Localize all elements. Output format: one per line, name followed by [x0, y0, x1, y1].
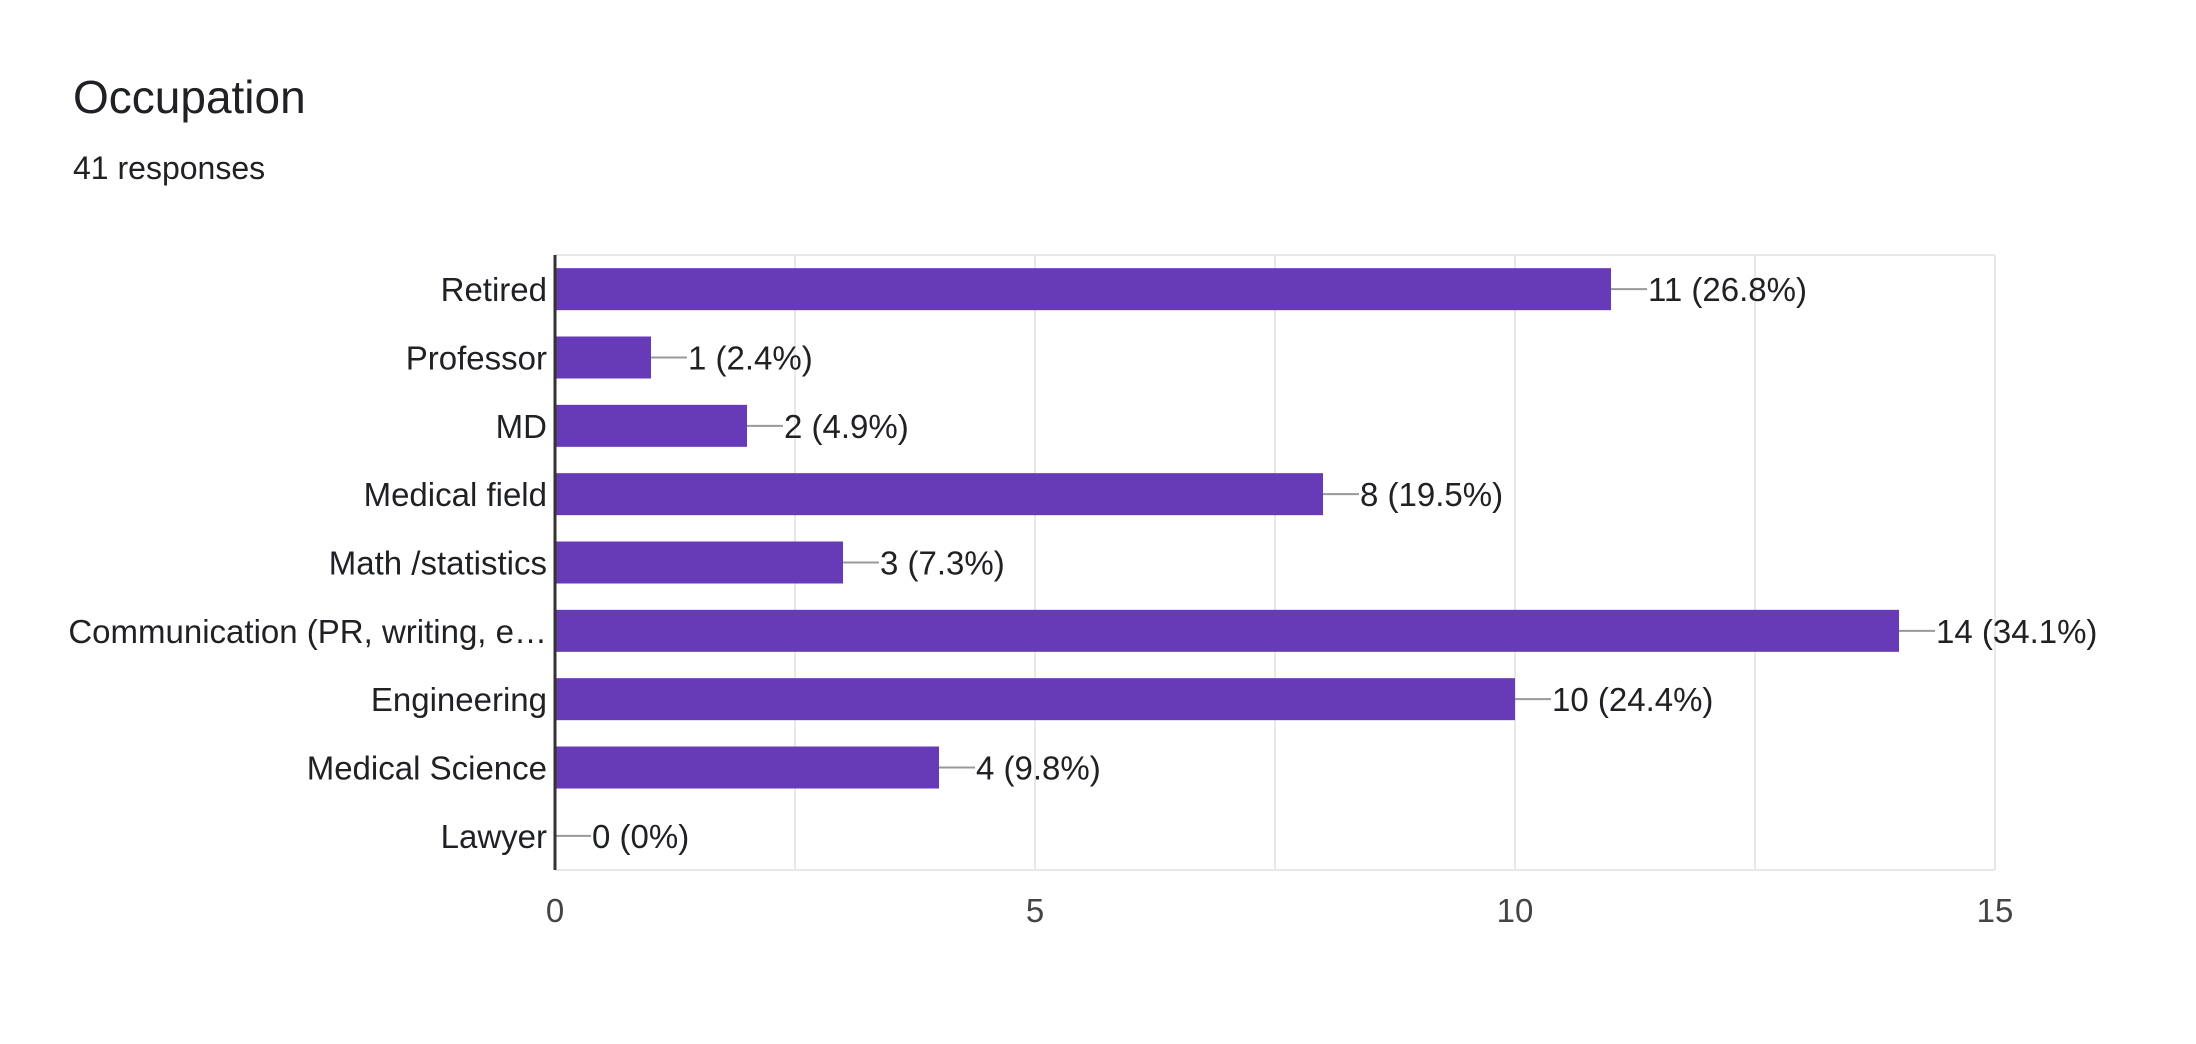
response-count: 41 responses	[73, 150, 266, 186]
x-tick-label: 15	[1977, 892, 2014, 929]
data-label: 3 (7.3%)	[880, 545, 1005, 582]
category-label: Professor	[406, 340, 547, 377]
data-label: 11 (26.8%)	[1648, 271, 1807, 308]
x-tick-label: 10	[1497, 892, 1534, 929]
category-label: Communication (PR, writing, e…	[68, 613, 547, 650]
bar	[555, 404, 747, 447]
category-label: MD	[496, 408, 547, 445]
bar	[555, 473, 1323, 516]
x-tick-label: 5	[1026, 892, 1044, 929]
data-label: 14 (34.1%)	[1936, 613, 2097, 650]
data-label: 10 (24.4%)	[1552, 681, 1713, 718]
bar	[555, 541, 843, 584]
data-label: 1 (2.4%)	[688, 340, 813, 377]
data-label: 2 (4.9%)	[784, 408, 909, 445]
data-label: 8 (19.5%)	[1360, 476, 1503, 513]
bar	[555, 746, 939, 789]
data-label: 0 (0%)	[592, 818, 689, 855]
category-label: Medical field	[364, 476, 547, 513]
category-label: Engineering	[371, 681, 547, 718]
bar	[555, 678, 1515, 721]
category-label: Medical Science	[307, 750, 547, 787]
x-tick-label: 0	[546, 892, 564, 929]
bar	[555, 268, 1611, 311]
chart-title: Occupation	[73, 71, 306, 123]
bar	[555, 336, 651, 379]
category-label: Lawyer	[441, 818, 547, 855]
category-label: Retired	[441, 271, 547, 308]
data-label: 4 (9.8%)	[976, 750, 1101, 787]
category-label: Math /statistics	[329, 545, 547, 582]
bar	[555, 609, 1899, 652]
